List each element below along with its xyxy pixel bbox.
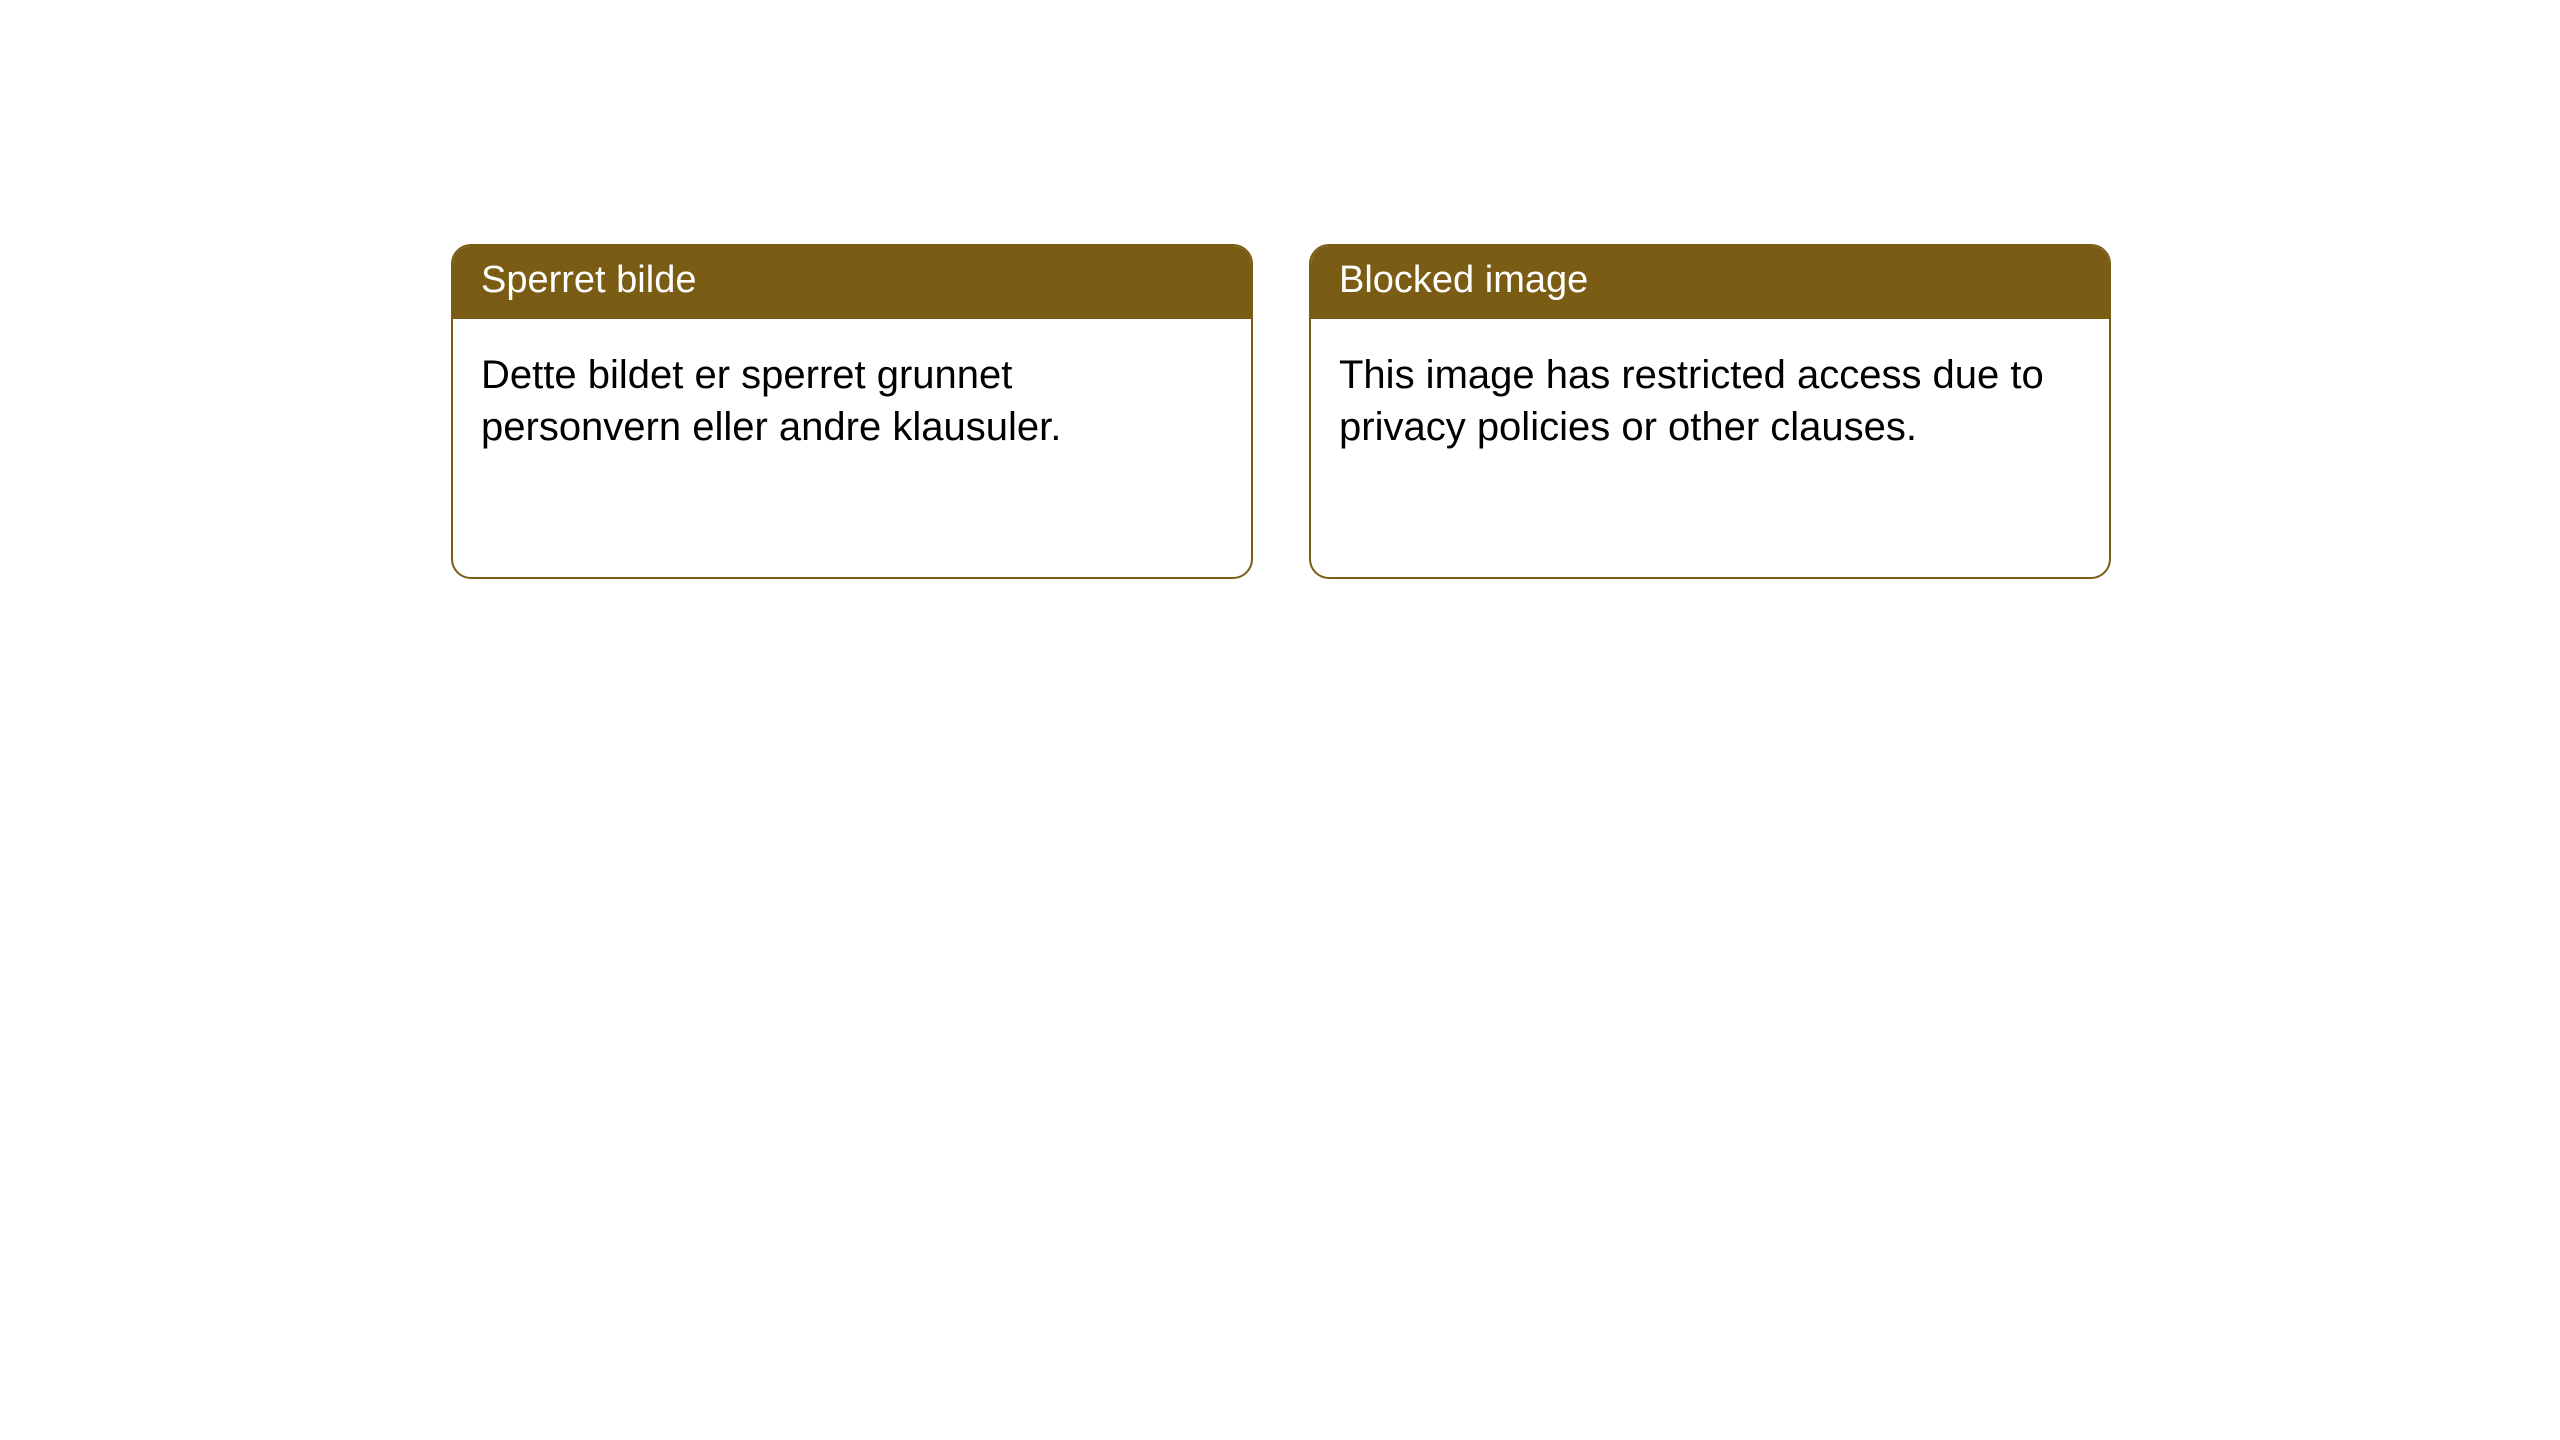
card-body: This image has restricted access due to … <box>1311 319 2109 473</box>
card-body: Dette bildet er sperret grunnet personve… <box>453 319 1251 473</box>
card-header: Sperret bilde <box>453 246 1251 319</box>
blocked-image-card-no: Sperret bilde Dette bildet er sperret gr… <box>451 244 1253 579</box>
cards-container: Sperret bilde Dette bildet er sperret gr… <box>451 244 2111 579</box>
card-header: Blocked image <box>1311 246 2109 319</box>
blocked-image-card-en: Blocked image This image has restricted … <box>1309 244 2111 579</box>
